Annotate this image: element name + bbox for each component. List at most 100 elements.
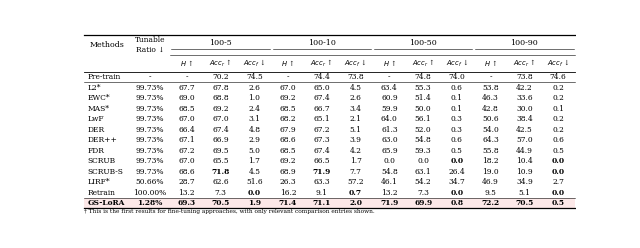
Text: 0.3: 0.3 <box>451 125 463 134</box>
Text: 0.2: 0.2 <box>552 94 564 102</box>
Text: 55.8: 55.8 <box>483 147 499 155</box>
Text: 3.9: 3.9 <box>349 136 362 144</box>
Text: 2.4: 2.4 <box>248 105 260 113</box>
Text: 46.9: 46.9 <box>482 178 499 186</box>
Text: 66.5: 66.5 <box>314 157 330 165</box>
Text: DER: DER <box>88 125 105 134</box>
Text: 74.5: 74.5 <box>246 73 262 81</box>
Text: 13.2: 13.2 <box>179 188 195 197</box>
Text: 74.6: 74.6 <box>550 73 566 81</box>
Text: EWC*: EWC* <box>88 94 110 102</box>
Text: 2.0: 2.0 <box>349 199 362 207</box>
Text: 68.5: 68.5 <box>179 105 195 113</box>
Text: 0.0: 0.0 <box>451 188 463 197</box>
Text: 73.8: 73.8 <box>516 73 532 81</box>
Text: 74.4: 74.4 <box>314 73 330 81</box>
Text: 3.1: 3.1 <box>248 115 260 123</box>
Text: 5.0: 5.0 <box>248 147 260 155</box>
Text: 99.73%: 99.73% <box>136 125 164 134</box>
Text: 67.4: 67.4 <box>212 125 229 134</box>
Text: 2.6: 2.6 <box>349 94 362 102</box>
Text: 46.1: 46.1 <box>381 178 397 186</box>
Text: 99.73%: 99.73% <box>136 157 164 165</box>
Text: 74.8: 74.8 <box>415 73 431 81</box>
Text: GS-LoRA: GS-LoRA <box>88 199 125 207</box>
Text: 100-90: 100-90 <box>511 39 538 47</box>
Text: 1.9: 1.9 <box>248 199 260 207</box>
Text: 5.1: 5.1 <box>518 188 531 197</box>
Text: 1.28%: 1.28% <box>137 199 163 207</box>
Text: 63.0: 63.0 <box>381 136 397 144</box>
Text: 99.73%: 99.73% <box>136 136 164 144</box>
Text: 54.8: 54.8 <box>381 168 397 176</box>
Text: 71.1: 71.1 <box>312 199 331 207</box>
Text: 100-10: 100-10 <box>308 39 336 47</box>
Text: 99.73%: 99.73% <box>136 84 164 92</box>
Text: 4.2: 4.2 <box>349 147 362 155</box>
Text: $H$ ↑: $H$ ↑ <box>180 58 193 68</box>
Text: 0.5: 0.5 <box>451 147 463 155</box>
Text: 2.7: 2.7 <box>552 178 564 186</box>
Text: 67.0: 67.0 <box>212 115 229 123</box>
Text: 7.3: 7.3 <box>214 188 227 197</box>
Text: 13.2: 13.2 <box>381 188 397 197</box>
Text: 69.0: 69.0 <box>179 94 195 102</box>
Text: $Acc_f$ ↓: $Acc_f$ ↓ <box>547 58 570 69</box>
Text: 1.7: 1.7 <box>349 157 362 165</box>
Text: 0.0: 0.0 <box>248 188 261 197</box>
Text: 0.1: 0.1 <box>451 94 463 102</box>
Text: 0.0: 0.0 <box>552 157 564 165</box>
Text: 61.3: 61.3 <box>381 125 397 134</box>
Text: 99.73%: 99.73% <box>136 168 164 176</box>
Text: 9.1: 9.1 <box>316 188 328 197</box>
Text: 2.9: 2.9 <box>248 136 260 144</box>
Text: 57.2: 57.2 <box>348 178 364 186</box>
Text: 42.2: 42.2 <box>516 84 532 92</box>
Text: 0.5: 0.5 <box>552 147 564 155</box>
Text: 0.6: 0.6 <box>451 84 463 92</box>
Text: 57.0: 57.0 <box>516 136 532 144</box>
Text: 33.6: 33.6 <box>516 94 532 102</box>
Text: 0.8: 0.8 <box>451 199 463 207</box>
Text: 71.4: 71.4 <box>279 199 297 207</box>
Text: 2.6: 2.6 <box>248 84 260 92</box>
Text: 0.1: 0.1 <box>552 105 564 113</box>
Text: 0.6: 0.6 <box>451 136 463 144</box>
Text: 67.0: 67.0 <box>179 157 195 165</box>
Text: 63.3: 63.3 <box>314 178 330 186</box>
Text: 70.5: 70.5 <box>515 199 534 207</box>
Text: 0.2: 0.2 <box>552 125 564 134</box>
Text: $Acc_r$ ↑: $Acc_r$ ↑ <box>513 58 536 69</box>
Text: 67.2: 67.2 <box>179 147 195 155</box>
Text: 0.7: 0.7 <box>349 188 362 197</box>
Text: L2*: L2* <box>88 84 101 92</box>
Text: 0.2: 0.2 <box>552 84 564 92</box>
Text: 70.2: 70.2 <box>212 73 229 81</box>
Text: 38.4: 38.4 <box>516 115 532 123</box>
Text: 7.3: 7.3 <box>417 188 429 197</box>
Text: 63.4: 63.4 <box>381 84 397 92</box>
Text: 54.2: 54.2 <box>415 178 431 186</box>
Text: 26.3: 26.3 <box>280 178 296 186</box>
Text: 65.9: 65.9 <box>381 147 397 155</box>
Text: 69.5: 69.5 <box>212 147 229 155</box>
Text: 64.3: 64.3 <box>482 136 499 144</box>
Text: 68.8: 68.8 <box>212 94 229 102</box>
Text: † This is the first results for fine-tuning approaches, with only relevant compa: † This is the first results for fine-tun… <box>84 209 374 214</box>
Text: -: - <box>287 73 289 81</box>
Text: 18.2: 18.2 <box>483 157 499 165</box>
Text: 99.73%: 99.73% <box>136 115 164 123</box>
Text: Methods: Methods <box>90 40 124 49</box>
Text: 42.8: 42.8 <box>482 105 499 113</box>
Text: 3.4: 3.4 <box>349 105 362 113</box>
Text: Retrain: Retrain <box>88 188 115 197</box>
Text: 10.4: 10.4 <box>516 157 532 165</box>
Text: 0.0: 0.0 <box>552 188 564 197</box>
Text: 67.1: 67.1 <box>179 136 195 144</box>
Text: 69.2: 69.2 <box>280 157 296 165</box>
Text: $Acc_f$ ↓: $Acc_f$ ↓ <box>344 58 367 69</box>
Text: 67.4: 67.4 <box>314 147 330 155</box>
Text: 7.7: 7.7 <box>349 168 362 176</box>
Text: 100-5: 100-5 <box>209 39 232 47</box>
Text: 44.9: 44.9 <box>516 147 533 155</box>
